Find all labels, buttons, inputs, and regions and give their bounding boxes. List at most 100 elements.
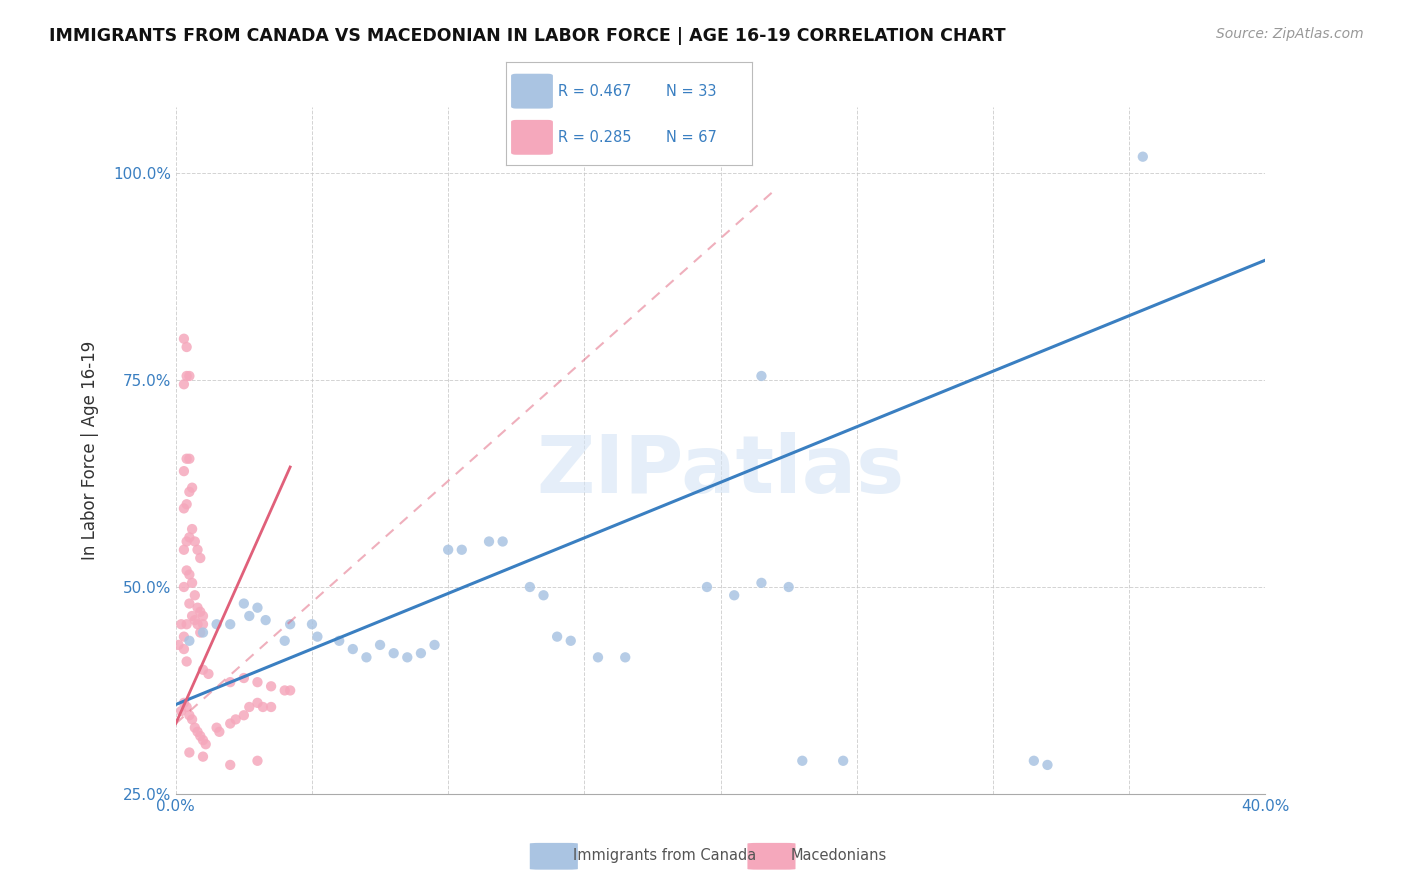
Y-axis label: In Labor Force | Age 16-19: In Labor Force | Age 16-19 (82, 341, 98, 560)
Point (696, 580, 718, 594)
Point (208, 724, 231, 739)
Point (533, 588, 555, 602)
Point (179, 567, 201, 582)
Point (184, 721, 207, 735)
Point (859, 849, 882, 863)
Text: ZIPatlas: ZIPatlas (537, 432, 904, 510)
Point (173, 642, 195, 657)
Point (205, 721, 228, 735)
Point (167, 638, 190, 652)
Point (176, 617, 198, 632)
Point (246, 675, 269, 690)
Point (437, 542, 460, 557)
Point (278, 617, 301, 632)
Point (179, 708, 201, 723)
Point (181, 713, 204, 727)
Point (423, 638, 446, 652)
Point (170, 617, 193, 632)
Point (246, 696, 269, 710)
Point (450, 542, 472, 557)
Point (723, 588, 745, 602)
Point (186, 600, 209, 615)
Point (173, 501, 195, 516)
Point (560, 633, 582, 648)
Text: Source: ZipAtlas.com: Source: ZipAtlas.com (1216, 27, 1364, 41)
Point (184, 534, 207, 549)
Point (1036, 758, 1059, 772)
Point (246, 754, 269, 768)
Text: N = 33: N = 33 (666, 84, 717, 99)
Point (173, 542, 195, 557)
Point (409, 646, 432, 660)
Point (778, 580, 800, 594)
Point (382, 646, 405, 660)
Point (238, 700, 260, 714)
Point (232, 597, 254, 611)
Point (186, 617, 209, 632)
Point (356, 650, 378, 665)
Text: R = 0.285: R = 0.285 (558, 130, 631, 145)
Point (173, 696, 195, 710)
FancyBboxPatch shape (512, 74, 553, 109)
Point (179, 451, 201, 466)
Point (176, 340, 198, 354)
Point (969, 832, 991, 847)
Point (179, 633, 201, 648)
Point (188, 729, 211, 743)
Point (832, 754, 855, 768)
Point (205, 617, 228, 632)
Point (1022, 754, 1045, 768)
Text: IMMIGRANTS FROM CANADA VS MACEDONIAN IN LABOR FORCE | AGE 16-19 CORRELATION CHAR: IMMIGRANTS FROM CANADA VS MACEDONIAN IN … (49, 27, 1005, 45)
Point (176, 497, 198, 511)
Point (219, 716, 242, 731)
Point (191, 749, 214, 764)
Point (519, 580, 541, 594)
Point (184, 588, 207, 602)
Point (176, 534, 198, 549)
Point (191, 617, 214, 632)
Point (614, 650, 637, 665)
Point (219, 758, 242, 772)
Point (191, 609, 214, 624)
Point (278, 683, 301, 698)
Text: R = 0.467: R = 0.467 (558, 84, 631, 99)
Point (181, 575, 204, 590)
Point (173, 377, 195, 392)
Point (246, 600, 269, 615)
Point (176, 369, 198, 384)
Point (301, 617, 323, 632)
Text: Macedonians: Macedonians (790, 848, 887, 863)
Point (1132, 150, 1154, 164)
Point (396, 650, 419, 665)
Point (179, 530, 201, 544)
Point (173, 464, 195, 478)
Point (219, 675, 242, 690)
Point (186, 542, 209, 557)
Point (914, 845, 936, 859)
Point (232, 708, 254, 723)
Point (188, 625, 211, 640)
Point (307, 630, 329, 644)
Point (254, 613, 277, 627)
Point (191, 733, 214, 747)
Point (260, 679, 283, 693)
Point (274, 633, 297, 648)
Point (546, 630, 568, 644)
Point (252, 700, 274, 714)
Point (179, 597, 201, 611)
Point (173, 332, 195, 346)
Point (170, 704, 193, 718)
Point (792, 754, 814, 768)
Point (219, 617, 242, 632)
Point (368, 638, 391, 652)
Point (238, 609, 260, 624)
Point (176, 655, 198, 669)
Point (173, 580, 195, 594)
Point (179, 746, 201, 760)
Point (176, 700, 198, 714)
Point (260, 700, 283, 714)
Point (188, 551, 211, 566)
Point (586, 650, 609, 665)
FancyBboxPatch shape (512, 120, 553, 155)
Point (176, 564, 198, 578)
